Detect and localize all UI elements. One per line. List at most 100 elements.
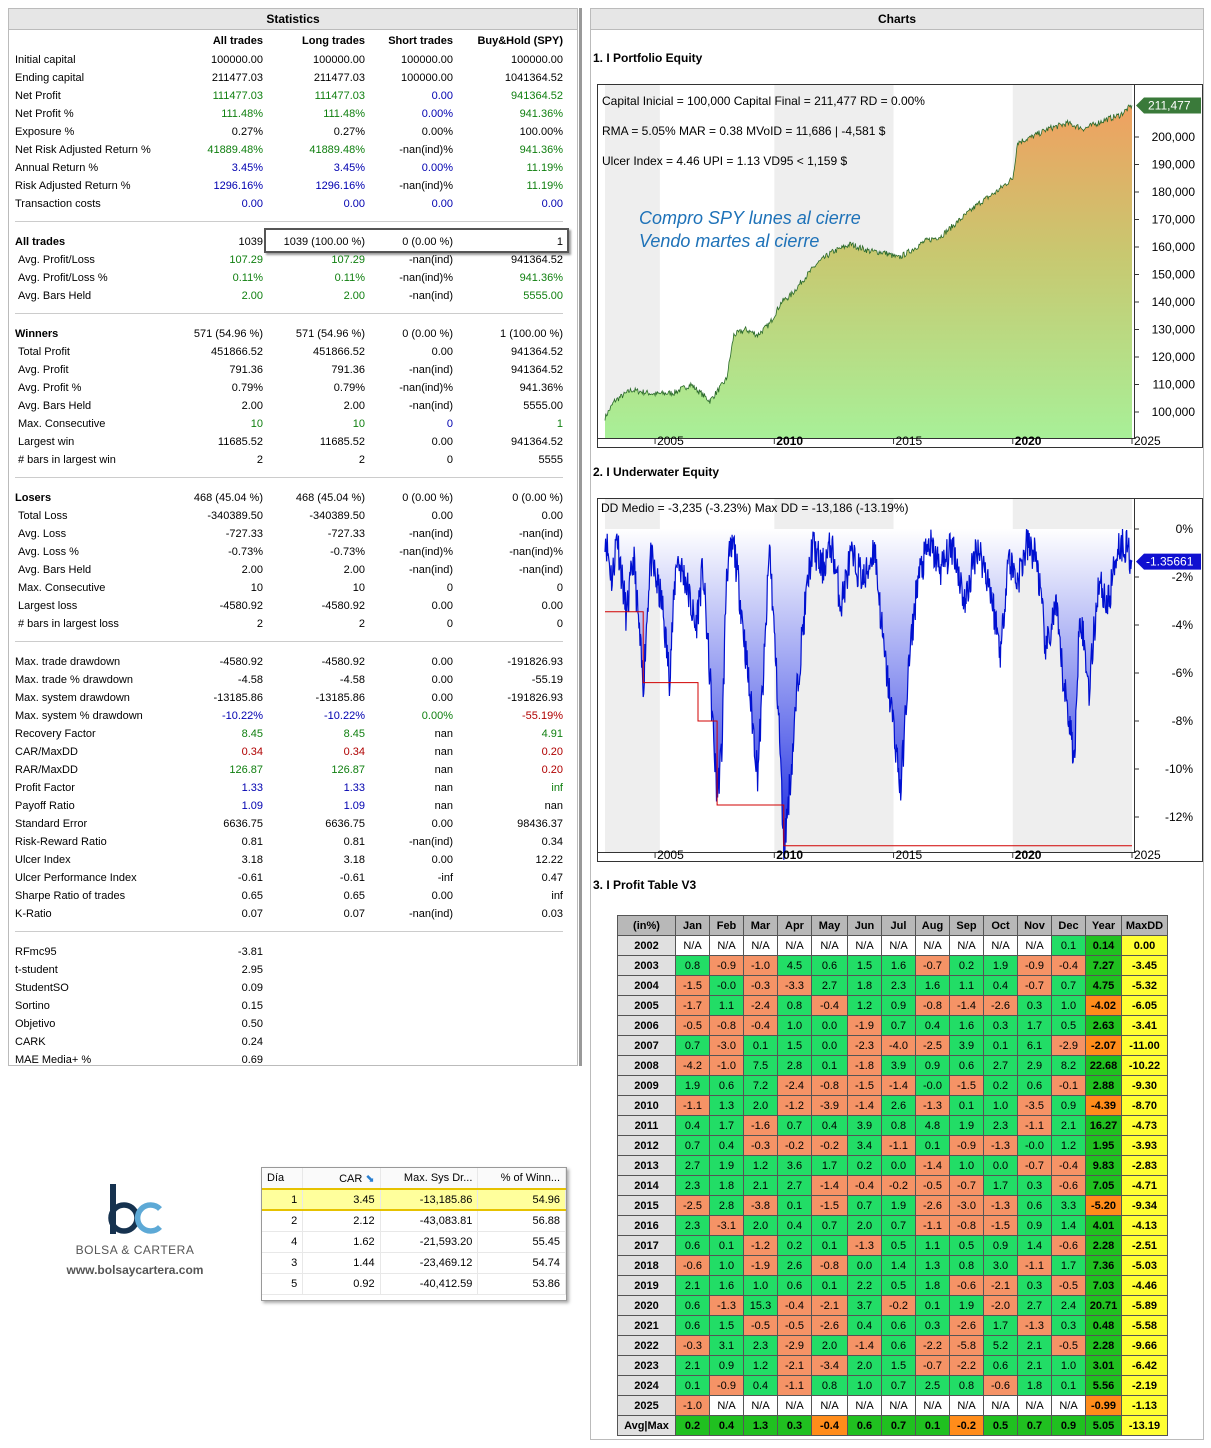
profit-table-cell: 0.1 <box>811 1235 848 1256</box>
profit-table-cell: 0.3 <box>1017 1175 1052 1196</box>
stats-value: 0.47 <box>541 872 563 884</box>
underwater-x-tick: 2020 <box>1015 848 1042 862</box>
stats-row-label: Sharpe Ratio of trades <box>15 890 126 902</box>
optimization-col-header[interactable]: Día <box>262 1168 304 1190</box>
equity-y-tick: 100,000 <box>1152 405 1196 419</box>
equity-y-tick: 180,000 <box>1152 185 1196 199</box>
stats-row: Losers 468 (45.04 %) 468 (45.04 %) 0 (0.00 … <box>9 489 579 507</box>
stats-row: Risk-Reward Ratio 0.81 0.81 -nan(ind) 0.34 <box>9 833 579 851</box>
profit-table-row: 2011 0.4 1.7 -1.6 0.7 0.4 3.9 0.8 4.8 1.9 2.3 -1.1 2… <box>617 1115 1168 1136</box>
profit-table-cell: -0.2 <box>777 1135 812 1156</box>
profit-table-cell: -5.03 <box>1121 1255 1168 1276</box>
optimization-cell: 3.45 <box>302 1188 381 1211</box>
car-column-header[interactable]: CAR ⬊ <box>302 1168 381 1190</box>
profit-table-cell: -0.2 <box>811 1135 848 1156</box>
sort-descending-icon[interactable]: ⬊ <box>362 1172 375 1185</box>
profit-table-row: 2017 0.6 0.1 -1.2 0.2 0.1 -1.3 0.5 1.1 0.5 0.9 1.4-… <box>617 1235 1168 1256</box>
profit-table-cell: 0.6 <box>811 955 848 976</box>
stats-value: -nan(ind) <box>408 528 453 540</box>
profit-table-cell: -5.32 <box>1121 975 1168 996</box>
profit-table-row: 2009 1.9 0.6 7.2 -2.4 -0.8 -1.5 -1.4 -0.0 -1.5 0.2… <box>617 1075 1168 1096</box>
profit-table-cell: -0.2 <box>949 1415 984 1436</box>
profit-table-cell: N/A <box>915 935 950 956</box>
stats-value: 0.81 <box>241 836 263 848</box>
optimization-row[interactable]: 3 1.44 -23,469.12 54.74 <box>262 1252 566 1274</box>
profit-table-year: 2015 <box>617 1195 676 1216</box>
stats-value: 941364.52 <box>511 90 563 102</box>
equity-x-tick: 2025 <box>1134 434 1161 448</box>
profit-table-cell: 0.7 <box>881 1415 916 1436</box>
underwater-y-tick: -8% <box>1172 714 1194 728</box>
stats-row-label: Max. Consecutive <box>18 418 106 430</box>
profit-table-cell: 0.0 <box>983 1155 1018 1176</box>
profit-table-cell: 1.7 <box>983 1315 1018 1336</box>
profit-table-cell: 0.8 <box>811 1375 848 1396</box>
profit-table-cell: -1.0 <box>675 1395 710 1416</box>
stats-value: 8.45 <box>241 728 263 740</box>
profit-table-cell: 2.1 <box>1017 1335 1052 1356</box>
optimization-col-header[interactable]: Max. Sys Dr... <box>380 1168 479 1190</box>
profit-table-cell: -0.4 <box>777 1295 812 1316</box>
optimization-row[interactable]: 1 3.45 -13,185.86 54.96 <box>262 1188 566 1211</box>
stats-row-label: Recovery Factor <box>15 728 96 740</box>
stats-row: Max. system % drawdown -10.22% -10.22% 0.00… <box>9 707 579 725</box>
stats-value: 11.19% <box>526 180 564 192</box>
profit-table-cell: 1.4 <box>1051 1215 1086 1236</box>
stats-row-label: # bars in largest win <box>18 454 116 466</box>
profit-table-year: 2010 <box>617 1095 676 1116</box>
profit-table-cell: 0.1 <box>743 1035 778 1056</box>
profit-table-cell: -0.3 <box>743 975 778 996</box>
profit-table-cell: 0.7 <box>881 1215 916 1236</box>
profit-table-cell: 2.6 <box>881 1095 916 1116</box>
profit-table-cell: N/A <box>847 935 882 956</box>
profit-table-cell: 7.36 <box>1085 1255 1122 1276</box>
stats-row: Ulcer Index 3.18 3.18 0.00 12.22 <box>9 851 579 869</box>
profit-table-cell: 0.1 <box>811 1055 848 1076</box>
profit-table-cell: -0.5 <box>1051 1275 1086 1296</box>
stats-value: -191826.93 <box>507 656 563 668</box>
profit-table-cell: -1.3 <box>1017 1315 1052 1336</box>
statistics-panel: Statistics All trades Long trades Short tr… <box>8 8 578 1066</box>
stats-value: -4.58 <box>339 674 365 686</box>
stats-row: Sharpe Ratio of trades 0.65 0.65 0.00 inf <box>9 887 579 905</box>
profit-table-cell: 1.7 <box>811 1155 848 1176</box>
optimization-row[interactable]: 4 1.62 -21,593.20 55.45 <box>262 1231 566 1253</box>
profit-table-col-header: Mar <box>743 915 778 936</box>
stats-value: -nan(ind) <box>408 564 453 576</box>
profit-table-cell: N/A <box>811 935 848 956</box>
profit-table-cell: 0.2 <box>675 1415 710 1436</box>
optimization-row[interactable]: 2 2.12 -43,083.81 56.88 <box>262 1210 566 1232</box>
bc-logo-icon <box>108 1184 162 1234</box>
profit-table-cell: -0.5 <box>675 1015 710 1036</box>
stats-value: 4.91 <box>541 728 563 740</box>
profit-table-cell: -1.5 <box>811 1195 848 1216</box>
stats-value: 1296.16% <box>315 180 365 192</box>
optimization-row[interactable]: 5 0.92 -40,412.59 53.86 <box>262 1273 566 1295</box>
profit-table-cell: 0.1 <box>1051 1375 1086 1396</box>
profit-table-cell: 1.7 <box>983 1175 1018 1196</box>
profit-table-cell: 0.6 <box>675 1295 710 1316</box>
profit-table-cell: -0.8 <box>709 1015 744 1036</box>
profit-table-cell: 0.2 <box>777 1235 812 1256</box>
profit-table-cell: -1.5 <box>983 1215 1018 1236</box>
stats-row: Annual Return % 3.45% 3.45% 0.00% 11.19% <box>9 159 579 177</box>
profit-table-cell: -0.9 <box>949 1135 984 1156</box>
profit-table-cell: N/A <box>881 1395 916 1416</box>
stats-row-label: Avg. Loss <box>18 528 67 540</box>
profit-table-cell: -2.83 <box>1121 1155 1168 1176</box>
profit-table-cell: -4.13 <box>1121 1215 1168 1236</box>
stats-row: Largest win 11685.52 11685.52 0.00 941364.52 <box>9 433 579 451</box>
profit-table: (in%) Jan Feb Mar Apr May Jun Jul Aug Sep Oct Nov De… <box>617 915 1168 1436</box>
stats-row-label: Largest win <box>18 436 75 448</box>
optimization-col-header[interactable]: % of Winn... <box>477 1168 566 1190</box>
stats-separator <box>15 221 563 222</box>
profit-table-cell: 0.6 <box>881 1335 916 1356</box>
profit-table-cell: 1.0 <box>983 1095 1018 1116</box>
profit-table-cell: 0.6 <box>949 1055 984 1076</box>
profit-table-cell: 1.2 <box>1051 1135 1086 1156</box>
profit-table-year: 2007 <box>617 1035 676 1056</box>
stats-value: -nan(ind)% <box>399 144 453 156</box>
profit-table-cell: 0.7 <box>881 1375 916 1396</box>
stats-value: nan <box>434 764 453 776</box>
panel-splitter[interactable] <box>579 8 582 1066</box>
